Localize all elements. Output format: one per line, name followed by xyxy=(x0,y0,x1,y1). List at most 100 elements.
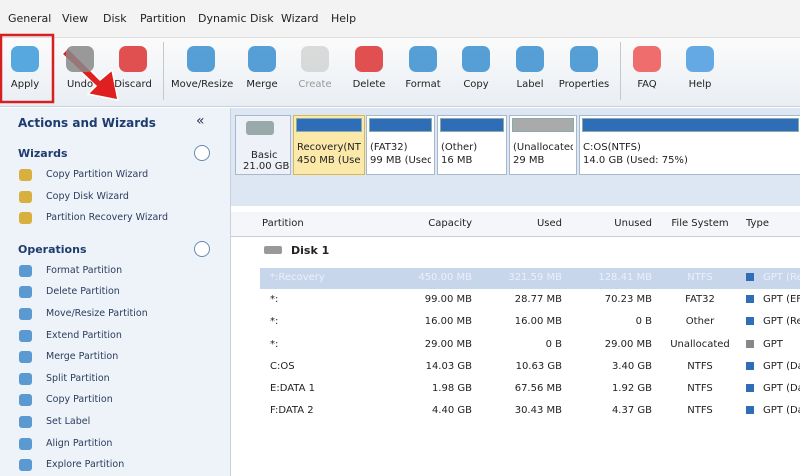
type-swatch xyxy=(746,295,754,304)
column-header[interactable]: File System xyxy=(671,218,729,229)
sidebar-item[interactable]: Merge Partition xyxy=(46,351,119,363)
table-cell[interactable]: F:DATA 2 xyxy=(270,405,314,417)
toolbar-button[interactable]: Label xyxy=(516,79,544,90)
table-cell: Unallocated xyxy=(670,338,730,350)
table-cell: NTFS xyxy=(687,360,713,372)
partition-name: (FAT32) xyxy=(370,142,408,153)
sidebar-item[interactable]: Delete Partition xyxy=(46,286,120,298)
table-cell: GPT (Re xyxy=(763,316,800,328)
item-icon xyxy=(19,286,32,299)
toolbar-button[interactable]: Undo xyxy=(66,79,94,90)
column-header[interactable]: Capacity xyxy=(428,218,472,229)
menu-bar xyxy=(0,0,800,38)
toolbar-button[interactable]: Help xyxy=(688,79,712,90)
menu-item[interactable]: Dynamic Disk xyxy=(198,12,274,25)
item-icon xyxy=(19,308,32,320)
table-cell: 10.63 GB xyxy=(515,360,562,372)
sidebar-item[interactable]: Move/Resize Partition xyxy=(46,308,148,319)
sidebar-item[interactable]: Copy Partition Wizard xyxy=(46,169,149,180)
column-header[interactable]: Used xyxy=(536,218,562,229)
table-cell[interactable]: *: xyxy=(270,316,279,328)
column-header[interactable]: Unused xyxy=(614,218,652,229)
partition-bar xyxy=(440,118,504,132)
partition-size: 29 MB xyxy=(513,155,545,166)
table-cell: 29.00 MB xyxy=(604,338,652,350)
item-icon xyxy=(19,190,32,203)
table-cell: 29.00 MB xyxy=(424,338,472,350)
disk-label: Basic xyxy=(251,150,278,161)
toolbar-button[interactable]: Merge xyxy=(246,79,278,90)
highlight-box xyxy=(0,33,55,104)
disk-row[interactable]: Disk 1 xyxy=(291,244,330,257)
column-header[interactable]: Type xyxy=(746,218,769,229)
sidebar-item[interactable]: Explore Partition xyxy=(46,459,125,471)
table-cell: NTFS xyxy=(687,383,713,394)
toolbar-button[interactable]: FAQ xyxy=(637,79,657,90)
table-cell: GPT (Da xyxy=(763,405,800,417)
item-icon xyxy=(19,437,32,450)
sidebar-item[interactable]: Copy Partition xyxy=(46,394,113,406)
sidebar-item[interactable]: Copy Disk Wizard xyxy=(46,190,129,202)
table-cell: 67.56 MB xyxy=(514,383,562,394)
table-cell: 4.40 GB xyxy=(431,405,472,417)
disk-row-icon xyxy=(264,246,282,254)
collapse-icon[interactable]: « xyxy=(196,113,205,129)
toolbar-icon xyxy=(187,46,215,72)
partition-name: (Other) xyxy=(441,142,478,153)
toolbar-icon xyxy=(119,46,147,72)
table-cell: GPT (Da xyxy=(763,383,800,394)
table-cell: 0 B xyxy=(545,338,562,350)
type-swatch xyxy=(746,339,754,348)
toolbar-icon xyxy=(301,46,329,72)
table-cell: 128.41 MB xyxy=(598,272,652,283)
menu-item[interactable]: Disk xyxy=(103,12,127,25)
sidebar-item[interactable]: Set Label xyxy=(46,416,91,427)
table-cell[interactable]: C:OS xyxy=(270,360,295,372)
toolbar-icon xyxy=(462,46,490,72)
sidebar-item[interactable]: Extend Partition xyxy=(46,329,122,341)
menu-item[interactable]: Help xyxy=(331,12,357,25)
toolbar-icon xyxy=(516,46,544,72)
table-cell[interactable]: *: xyxy=(270,338,279,350)
partition-size: 99 MB (Used: 2 xyxy=(370,155,431,166)
toolbar-button[interactable]: Move/Resize xyxy=(171,79,234,90)
table-cell: 0 B xyxy=(635,316,652,328)
disk-size: 21.00 GB xyxy=(243,161,290,172)
sidebar-item[interactable]: Partition Recovery Wizard xyxy=(46,212,169,224)
type-swatch xyxy=(746,273,754,281)
toolbar-button[interactable]: Apply xyxy=(10,79,40,90)
table-cell[interactable]: *: xyxy=(270,294,279,306)
toolbar-icon xyxy=(409,46,437,72)
section-toggle[interactable] xyxy=(194,240,210,257)
table-cell: Other xyxy=(685,316,715,328)
item-icon xyxy=(19,459,32,472)
menu-item[interactable]: Partition xyxy=(140,12,186,25)
menu-item[interactable]: Wizard xyxy=(281,12,319,25)
partition-bar xyxy=(582,118,799,132)
partition-bar xyxy=(512,118,574,132)
menu-item[interactable]: View xyxy=(62,12,89,25)
toolbar-button[interactable]: Discard xyxy=(114,79,152,90)
toolbar-button[interactable]: Delete xyxy=(352,79,386,90)
table-cell: NTFS xyxy=(687,405,713,417)
table-cell: 14.03 GB xyxy=(425,360,472,372)
menu-item[interactable]: General xyxy=(8,12,52,25)
table-cell[interactable]: *:Recovery xyxy=(270,272,325,283)
column-header[interactable]: Partition xyxy=(262,218,304,229)
table-cell: 16.00 MB xyxy=(514,316,562,328)
toolbar-button[interactable]: Properties xyxy=(558,79,610,90)
toolbar-icon xyxy=(633,46,661,72)
partition-name: (Unallocated) xyxy=(513,142,573,153)
partition-bar xyxy=(369,118,432,132)
table-cell[interactable]: E:DATA 1 xyxy=(270,383,315,394)
table-cell: 99.00 MB xyxy=(424,294,472,306)
sidebar-item[interactable]: Format Partition xyxy=(46,264,123,276)
sidebar-item[interactable]: Split Partition xyxy=(46,372,110,384)
toolbar-button[interactable]: Create xyxy=(298,79,332,90)
toolbar-button[interactable]: Copy xyxy=(463,79,489,90)
toolbar-button[interactable]: Format xyxy=(405,79,441,90)
partition-bar xyxy=(296,118,362,132)
table-cell: 16.00 MB xyxy=(424,316,472,328)
section-toggle[interactable] xyxy=(194,145,210,161)
sidebar-item[interactable]: Align Partition xyxy=(46,437,113,449)
